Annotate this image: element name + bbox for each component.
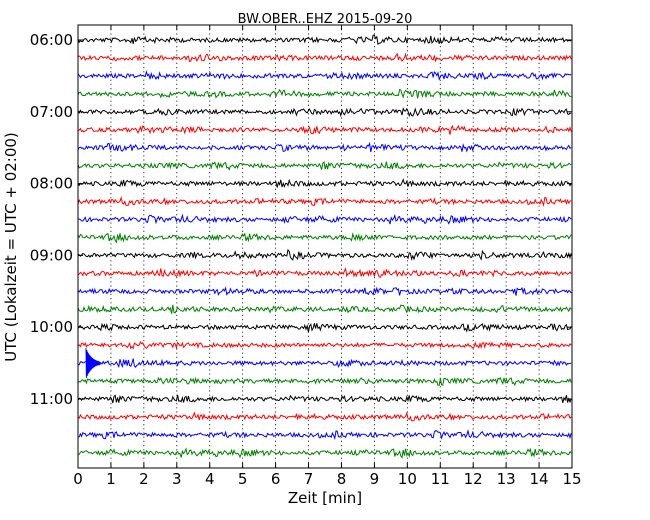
trace-0845 (77, 232, 572, 244)
x-tick-label: 8 (337, 470, 347, 488)
y-tick-label: 11:00 (30, 390, 73, 408)
trace-0600 (77, 34, 572, 45)
y-tick-label: 06:00 (30, 31, 73, 49)
y-tick-label: 09:00 (30, 246, 73, 264)
trace-0745 (77, 160, 572, 171)
trace-1000 (77, 322, 572, 333)
x-tick-label: 9 (370, 470, 380, 488)
x-tick-label: 0 (73, 470, 83, 488)
trace-1045 (77, 376, 572, 387)
trace-1015 (77, 340, 572, 350)
trace-0930 (77, 286, 572, 296)
trace-0900 (77, 248, 572, 261)
x-tick-label: 11 (431, 470, 450, 488)
x-tick-label: 5 (238, 470, 248, 488)
trace-0815 (77, 195, 572, 207)
x-tick-label: 10 (398, 470, 417, 488)
y-tick-label: 07:00 (30, 103, 73, 121)
x-tick-label: 7 (304, 470, 314, 488)
trace-0615 (77, 52, 572, 63)
x-tick-label: 15 (562, 470, 581, 488)
trace-0645 (77, 88, 572, 99)
trace-0945 (77, 304, 572, 314)
vertical-grid (110, 25, 540, 468)
x-tick-label: 4 (205, 470, 215, 488)
y-axis-label: UTC (Lokalzeit = UTC + 02:00) (2, 132, 20, 362)
y-tick-label: 08:00 (30, 175, 73, 193)
plot-frame (77, 24, 573, 469)
trace-1115 (77, 411, 572, 422)
seismic-traces (77, 34, 572, 459)
trace-1145 (77, 447, 572, 459)
x-axis-label: Zeit [min] (288, 489, 362, 507)
trace-0915 (77, 267, 572, 278)
trace-1130 (77, 428, 572, 441)
x-tick-label: 14 (530, 470, 549, 488)
x-axis-ticks: 0 1 2 3 4 5 6 7 8 9 10 11 12 13 14 15 (73, 25, 582, 488)
y-axis-ticks: 06:00 07:00 08:00 09:00 10:00 11:00 (30, 31, 572, 408)
chart-title: BW.OBER..EHZ 2015-09-20 (238, 12, 413, 27)
x-tick-label: 13 (497, 470, 516, 488)
trace-1030 (77, 348, 572, 378)
trace-1100 (77, 394, 572, 404)
trace-0715 (77, 124, 572, 135)
trace-0830 (77, 213, 572, 225)
x-tick-label: 3 (172, 470, 182, 488)
trace-0630 (77, 70, 572, 81)
trace-0700 (77, 107, 572, 118)
x-tick-label: 1 (106, 470, 116, 488)
trace-0800 (77, 178, 572, 189)
x-tick-label: 12 (464, 470, 483, 488)
x-tick-label: 2 (139, 470, 149, 488)
trace-0730 (77, 141, 572, 153)
x-tick-label: 6 (271, 470, 281, 488)
y-tick-label: 10:00 (30, 318, 73, 336)
